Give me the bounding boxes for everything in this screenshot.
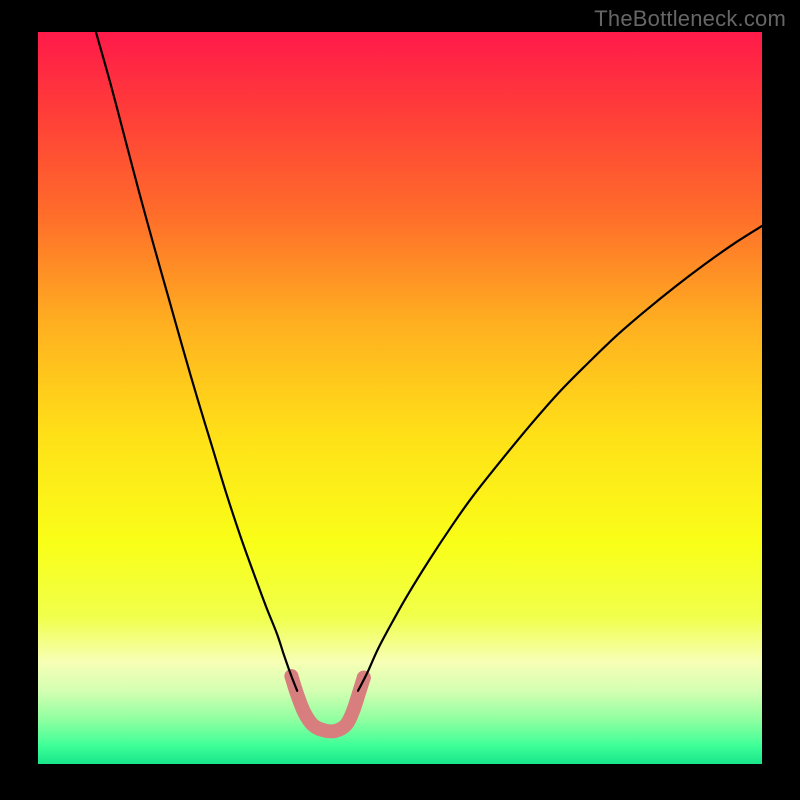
plot-area — [38, 32, 762, 764]
valley-highlight-curve — [291, 676, 363, 731]
v-curve-left — [96, 32, 297, 691]
watermark-text: TheBottleneck.com — [594, 6, 786, 32]
curves-layer — [38, 32, 762, 764]
v-curve-right — [358, 226, 762, 691]
